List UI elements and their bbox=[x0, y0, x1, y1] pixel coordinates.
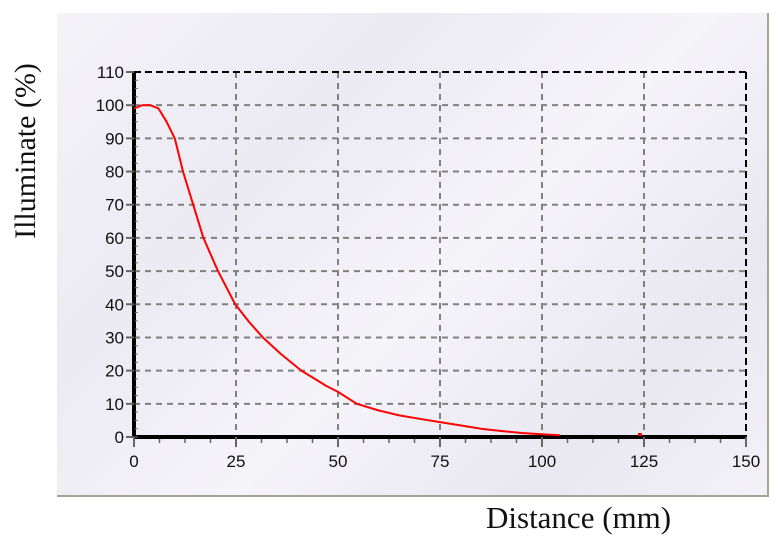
y-tick-label: 40 bbox=[105, 295, 124, 314]
x-tick-label: 150 bbox=[732, 452, 760, 471]
y-tick-label: 90 bbox=[105, 129, 124, 148]
y-tick-label: 60 bbox=[105, 229, 124, 248]
y-axis-label: Illuminate (%) bbox=[9, 62, 42, 239]
y-tick-label: 100 bbox=[96, 96, 124, 115]
y-axis-label-container: Illuminate (%) bbox=[2, 28, 50, 273]
gridlines bbox=[134, 72, 746, 437]
y-tick-label: 20 bbox=[105, 362, 124, 381]
y-tick-label: 10 bbox=[105, 395, 124, 414]
y-tick-label: 30 bbox=[105, 328, 124, 347]
y-tick-label: 0 bbox=[115, 428, 124, 447]
axis-ticks: 0 10 20 30 40 50 60 70 80 90 100 110 0 25 50 75 100 125 15… bbox=[96, 63, 761, 471]
data-series bbox=[133, 104, 642, 437]
x-tick-label: 25 bbox=[227, 452, 246, 471]
x-axis-label: Distance (mm) bbox=[486, 500, 672, 535]
x-tick-label: 0 bbox=[129, 452, 138, 471]
x-tick-label: 125 bbox=[630, 452, 658, 471]
x-tick-label: 75 bbox=[431, 452, 450, 471]
data-point bbox=[637, 433, 642, 437]
y-tick-label: 110 bbox=[97, 63, 124, 82]
chart-panel: 0 10 20 30 40 50 60 70 80 90 100 110 0 25 50 75 100 125 15… bbox=[57, 13, 769, 497]
x-tick-label: 50 bbox=[329, 452, 348, 471]
y-tick-label: 80 bbox=[105, 163, 124, 182]
chart-plot: 0 10 20 30 40 50 60 70 80 90 100 110 0 25 50 75 100 125 15… bbox=[96, 63, 761, 471]
y-tick-label: 70 bbox=[105, 196, 124, 215]
y-tick-label: 50 bbox=[105, 262, 124, 281]
curve-line bbox=[133, 104, 561, 437]
x-tick-label: 100 bbox=[528, 452, 556, 471]
